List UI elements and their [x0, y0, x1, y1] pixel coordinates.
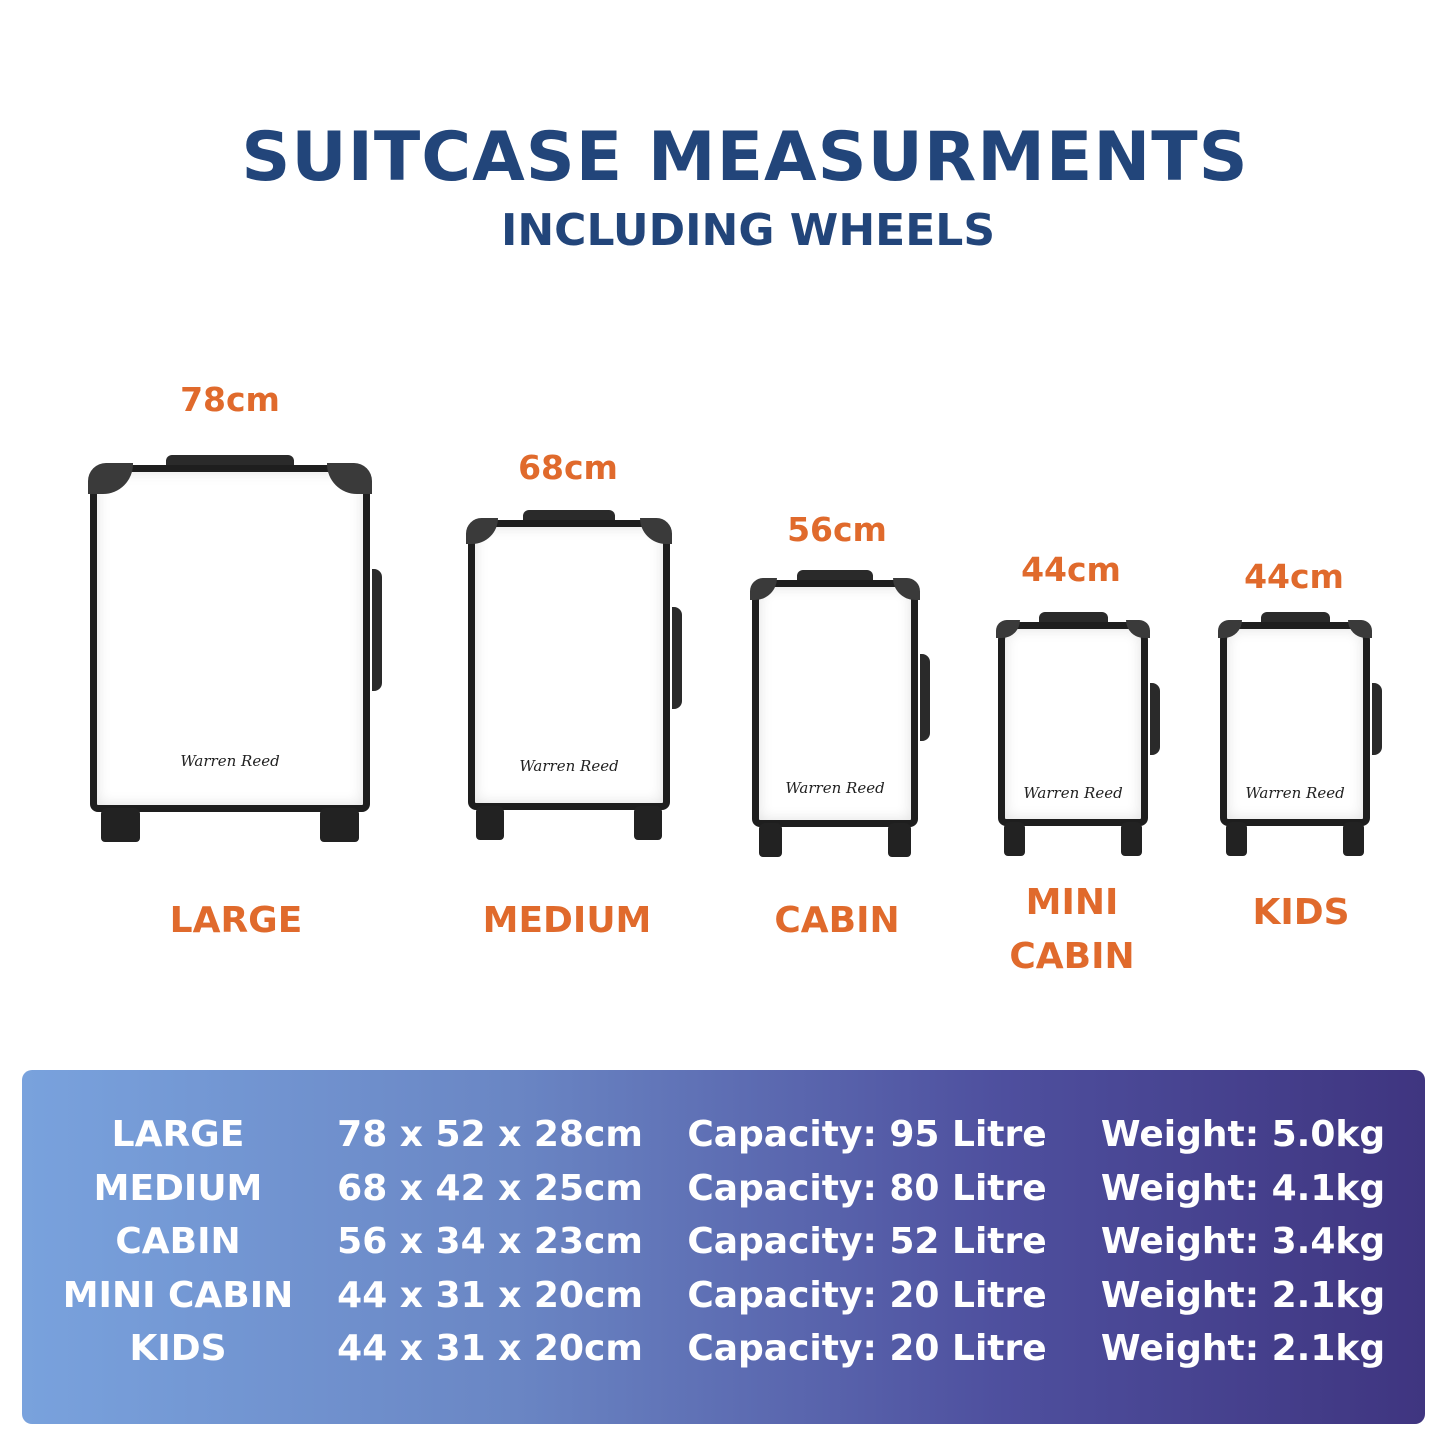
wheel — [1121, 822, 1142, 856]
cell-capacity: Capacity: 80 Litre — [687, 1167, 1047, 1209]
cell-weight: Weight: 2.1kg — [1100, 1274, 1386, 1316]
cell-size: LARGE — [111, 1114, 245, 1155]
handle — [522, 510, 616, 522]
size-name: LARGE — [170, 894, 303, 948]
page-subtitle: INCLUDING WHEELS — [500, 205, 996, 256]
cell-capacity: Capacity: 20 Litre — [687, 1274, 1047, 1316]
side-handle — [1372, 683, 1382, 755]
table-row: LARGE 78 x 52 x 28cm Capacity: 95 Litre Wei… — [22, 1114, 1425, 1168]
suitcase-shell — [998, 622, 1148, 826]
size-name: MEDIUM — [483, 894, 652, 948]
height-label: 44cm — [1021, 550, 1121, 589]
size-name-line: CABIN — [774, 900, 900, 941]
cell-size: CABIN — [115, 1221, 241, 1262]
size-name-line: CABIN — [1009, 936, 1135, 977]
handle — [1038, 612, 1108, 624]
suitcase-image: Warren Reed — [750, 570, 930, 857]
suitcase-shell — [468, 520, 670, 810]
table-row: MINI CABIN 44 x 31 x 20cm Capacity: 20 Lit… — [22, 1275, 1425, 1329]
cell-weight: Weight: 2.1kg — [1100, 1328, 1386, 1369]
size-name: KIDS — [1252, 886, 1349, 940]
suitcase-image: Warren Reed — [996, 612, 1160, 856]
specs-table: LARGE 78 x 52 x 28cm Capacity: 95 Litre Wei… — [22, 1070, 1425, 1424]
brand-logo: Warren Reed — [1245, 783, 1345, 802]
cell-weight: Weight: 4.1kg — [1100, 1167, 1386, 1209]
wheel — [758, 823, 782, 857]
brand-logo: Warren Reed — [519, 757, 619, 776]
suitcase-image: Warren Reed — [466, 510, 682, 840]
wheel — [476, 806, 505, 840]
cell-weight: Weight: 3.4kg — [1100, 1221, 1386, 1262]
size-name-line: MEDIUM — [482, 900, 652, 941]
suitcase-image: Warren Reed — [88, 455, 382, 842]
brand-logo: Warren Reed — [1023, 783, 1123, 802]
suitcase-shell — [752, 580, 918, 827]
wheel — [1004, 822, 1025, 856]
side-handle — [672, 607, 682, 709]
cell-dimensions: 44 x 31 x 20cm — [337, 1274, 643, 1316]
brand-logo: Warren Reed — [180, 752, 280, 771]
size-name-line: LARGE — [169, 900, 303, 941]
cell-dimensions: 44 x 31 x 20cm — [337, 1328, 643, 1369]
corner-guard — [1348, 620, 1372, 639]
cell-dimensions: 78 x 52 x 28cm — [337, 1114, 643, 1155]
cell-dimensions: 68 x 42 x 25cm — [337, 1167, 643, 1209]
height-label: 78cm — [180, 380, 280, 419]
cell-capacity: Capacity: 52 Litre — [687, 1221, 1047, 1262]
cell-size: MINI CABIN — [62, 1274, 294, 1316]
size-name-line: KIDS — [1252, 892, 1350, 933]
brand-logo: Warren Reed — [785, 779, 885, 798]
suitcase-shell — [90, 465, 370, 812]
size-name: MINI CABIN — [1009, 876, 1134, 984]
handle — [1260, 612, 1330, 624]
height-label: 56cm — [787, 510, 887, 549]
wheel — [633, 806, 662, 840]
wheel — [888, 823, 912, 857]
table-row: CABIN 56 x 34 x 23cm Capacity: 52 Litre Wei… — [22, 1221, 1425, 1275]
cell-size: KIDS — [129, 1328, 227, 1369]
cell-dimensions: 56 x 34 x 23cm — [337, 1221, 643, 1262]
suitcase-image: Warren Reed — [1218, 612, 1382, 856]
size-name-line: MINI — [1025, 882, 1119, 923]
table-row: MEDIUM 68 x 42 x 25cm Capacity: 80 Litre We… — [22, 1168, 1425, 1222]
corner-guard — [1126, 620, 1150, 639]
height-label: 44cm — [1244, 557, 1344, 596]
cell-size: MEDIUM — [93, 1167, 263, 1209]
cell-capacity: Capacity: 20 Litre — [687, 1328, 1047, 1369]
wheel — [1343, 822, 1364, 856]
cell-weight: Weight: 5.0kg — [1100, 1114, 1386, 1155]
height-label: 68cm — [518, 448, 618, 487]
side-handle — [920, 654, 930, 741]
side-handle — [1150, 683, 1160, 755]
suitcase-shell — [1220, 622, 1370, 826]
wheel — [319, 808, 359, 842]
size-name: CABIN — [774, 894, 899, 948]
page-title: SUITCASE MEASURMENTS — [241, 118, 1249, 197]
wheel — [101, 808, 141, 842]
table-row: KIDS 44 x 31 x 20cm Capacity: 20 Litre Weig… — [22, 1328, 1425, 1382]
side-handle — [372, 569, 382, 691]
wheel — [1226, 822, 1247, 856]
corner-guard — [893, 578, 920, 601]
cell-capacity: Capacity: 95 Litre — [687, 1114, 1047, 1155]
handle — [796, 570, 874, 582]
handle — [165, 455, 295, 467]
